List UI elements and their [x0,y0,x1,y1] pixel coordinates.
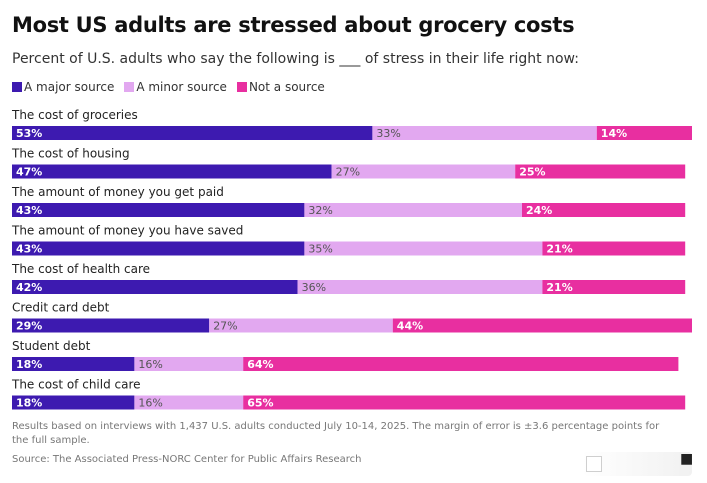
data-label: 65% [247,397,273,410]
footnote: Results based on interviews with 1,437 U… [12,421,660,446]
bar-segment [522,203,686,217]
data-label: 43% [16,243,42,256]
bar-segment [12,203,305,217]
category-label: Credit card debt [12,301,110,315]
bar-segment [542,241,686,256]
bar-segment [12,395,135,410]
legend: A major source A minor source Not a sour… [12,80,335,94]
legend-swatch-not [236,82,247,92]
bar-segment [12,280,298,294]
data-label: 44% [397,320,423,333]
data-label: 47% [16,166,42,179]
category-label: The cost of child care [11,378,141,392]
chart-title: Most US adults are stressed about grocer… [12,13,575,37]
bar-segment [243,357,679,371]
data-label: 21% [546,243,572,256]
bar-segment [209,318,393,333]
data-label: 33% [376,127,400,140]
legend-swatch-major [12,82,22,92]
legend-item-minor: A minor source [124,80,227,94]
legend-item-major: A major source [12,80,114,94]
category-label: The amount of money you get paid [11,185,224,199]
checkbox-icon[interactable] [586,456,602,472]
legend-label-major: A major source [24,80,115,94]
data-label: 18% [16,358,42,371]
data-label: 18% [16,397,42,410]
bar-segment [304,241,543,256]
bar-segment [297,280,543,294]
bar-segment [542,280,686,294]
legend-item-not: Not a source [236,80,325,94]
stacked-bar-chart: The cost of groceries 53% 33% 14% The cost o… [11,108,692,410]
bar-segment [372,126,597,140]
bar-segment [304,203,522,217]
data-label: 32% [308,204,332,217]
data-label: 24% [526,204,552,217]
bar-segment [12,241,305,256]
bar-segment [392,318,692,333]
legend-swatch-minor [124,82,135,92]
data-label: 53% [16,127,42,140]
bar-segment [134,395,244,410]
bar-segment [515,164,686,179]
legend-label-not: Not a source [248,80,325,94]
data-label: 42% [16,281,42,294]
bar-segment [12,164,332,179]
bar-segment [12,126,373,140]
bar-segment [12,318,210,333]
bar-segment [243,395,686,410]
data-label: 36% [302,281,326,294]
chart-subtitle: Percent of U.S. adults who say the follo… [12,51,579,67]
bar-segment [134,357,244,371]
category-label: The cost of groceries [11,108,138,122]
share-icon[interactable]: ■ [680,451,694,467]
category-label: Student debt [12,339,91,353]
data-label: 43% [16,204,42,217]
legend-label-minor: A minor source [136,80,227,94]
data-label: 35% [308,243,332,256]
bar-segment [596,126,692,140]
category-label: The cost of housing [11,147,130,161]
data-label: 16% [138,397,162,410]
data-label: 14% [601,127,627,140]
bar-segment [12,357,135,371]
data-label: 25% [519,166,545,179]
data-label: 16% [138,358,162,371]
category-label: The cost of health care [11,262,150,276]
data-label: 27% [336,166,360,179]
bar-segment [331,164,516,179]
category-label: The amount of money you have saved [11,224,243,238]
source-note: Source: The Associated Press-NORC Center… [12,454,362,465]
data-label: 27% [213,320,237,333]
data-label: 21% [546,281,572,294]
data-label: 64% [247,358,273,371]
data-label: 29% [16,320,42,333]
